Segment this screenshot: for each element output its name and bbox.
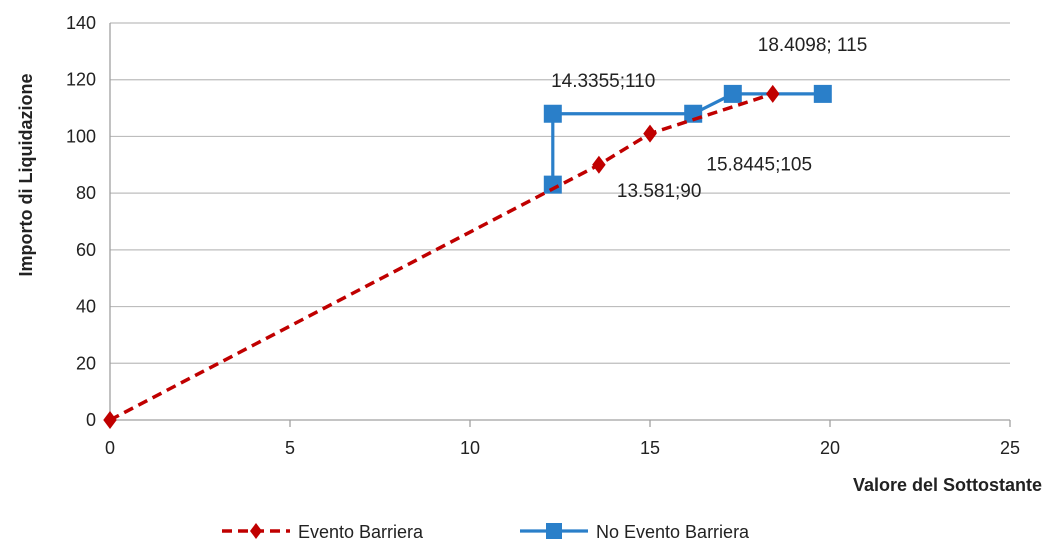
series-layer <box>103 84 832 429</box>
data-point-diamond <box>103 411 117 429</box>
x-tick-label: 0 <box>105 438 115 458</box>
legend-item-evento-barriera: Evento Barriera <box>222 522 424 542</box>
x-tick-label: 5 <box>285 438 295 458</box>
y-tick-label: 140 <box>66 13 96 33</box>
data-point-diamond <box>592 155 606 174</box>
y-tick-label: 60 <box>76 240 96 260</box>
y-tick-label: 40 <box>76 297 96 317</box>
legend-label: No Evento Barriera <box>596 522 750 542</box>
legend: Evento Barriera No Evento Barriera <box>222 522 750 542</box>
data-point-diamond <box>766 84 780 103</box>
data-point-square <box>543 175 562 194</box>
legend-marker-square <box>546 523 562 539</box>
data-annotation: 15.8445;105 <box>706 154 812 175</box>
legend-label: Evento Barriera <box>298 522 424 542</box>
series-no-evento-barriera <box>543 84 832 194</box>
y-tick-label: 120 <box>66 70 96 90</box>
y-tick-label: 100 <box>66 126 96 146</box>
x-tick-label: 15 <box>640 438 660 458</box>
annotations: 14.3355;110 18.4098; 115 15.8445;10513.581… <box>551 35 867 202</box>
data-point-square <box>723 84 742 103</box>
x-axis-title: Valore del Sottostante <box>853 475 1042 495</box>
x-tick-label: 20 <box>820 438 840 458</box>
data-annotation: 14.3355;110 <box>551 71 655 92</box>
y-tick-label: 0 <box>86 410 96 430</box>
grid <box>110 22 1010 364</box>
y-tick-label: 20 <box>76 353 96 373</box>
y-axis-title: Importo di Liquidazione <box>16 74 36 277</box>
data-annotation: 13.581;90 <box>617 181 702 202</box>
data-point-square <box>543 104 562 123</box>
data-point-square <box>813 84 832 103</box>
data-point-diamond <box>643 124 657 143</box>
data-annotation: 18.4098; 115 <box>758 35 868 56</box>
legend-item-no-evento-barriera: No Evento Barriera <box>520 522 750 542</box>
x-tick-label: 10 <box>460 438 480 458</box>
x-tick-label: 25 <box>1000 438 1020 458</box>
y-tick-label: 80 <box>76 183 96 203</box>
series-line <box>109 92 774 422</box>
legend-marker-diamond <box>250 523 262 539</box>
axes: 0 20 40 60 80 100 120 140 0 5 10 15 20 25 <box>66 13 1020 458</box>
series-evento-barriera <box>103 84 780 429</box>
